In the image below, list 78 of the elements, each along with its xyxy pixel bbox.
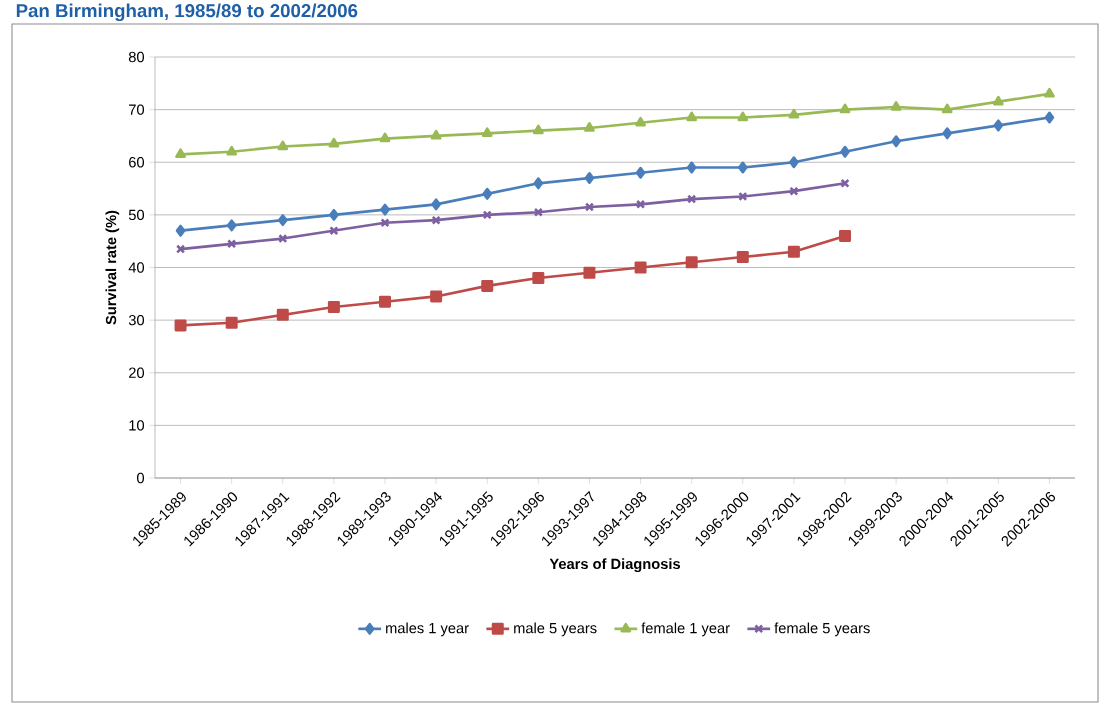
point	[532, 124, 544, 135]
point	[1044, 111, 1055, 124]
y-tick-label: 20	[129, 367, 145, 378]
point	[481, 127, 493, 137]
legend-label: female 1 year	[641, 622, 730, 637]
point	[175, 148, 186, 159]
legend-label: males 1 year	[386, 622, 469, 637]
point	[890, 100, 902, 111]
point	[379, 295, 392, 308]
point	[533, 207, 543, 217]
y-tick-label: 10	[129, 420, 145, 431]
point	[737, 161, 748, 174]
point	[533, 177, 544, 190]
point	[840, 145, 850, 158]
point	[431, 215, 441, 225]
point	[380, 218, 390, 228]
point	[686, 161, 697, 174]
point	[891, 135, 901, 148]
point	[276, 308, 289, 321]
point	[789, 186, 799, 196]
legend-label: male 5 years	[514, 622, 597, 637]
point	[327, 300, 340, 313]
y-tick-label: 30	[128, 314, 145, 326]
y-tick-label: 60	[129, 157, 145, 168]
point	[584, 172, 595, 185]
point	[583, 266, 596, 279]
point	[225, 316, 238, 329]
point	[482, 210, 492, 220]
point	[839, 103, 851, 114]
point	[380, 203, 390, 216]
point	[787, 245, 800, 258]
point	[942, 127, 953, 140]
point	[226, 145, 238, 156]
point	[329, 208, 339, 221]
point	[993, 119, 1004, 132]
point	[635, 199, 646, 209]
point	[1044, 87, 1055, 98]
point	[736, 250, 749, 263]
point	[379, 132, 391, 143]
legend-label: female 5 years	[774, 622, 870, 637]
point	[430, 290, 443, 303]
x-axis-title: Years of Diagnosis	[549, 558, 681, 573]
chart-title: Pan Birmingham, 1985/89 to 2002/2006	[16, 3, 358, 22]
point	[737, 111, 749, 122]
point	[277, 214, 288, 227]
point	[788, 108, 800, 119]
point	[738, 191, 748, 202]
y-tick-label: 0	[137, 472, 145, 484]
point	[431, 198, 441, 211]
point	[789, 156, 799, 169]
point	[685, 256, 698, 269]
point	[430, 129, 442, 140]
point	[174, 319, 187, 332]
point	[481, 279, 494, 292]
y-tick-label: 80	[128, 51, 145, 63]
point	[992, 95, 1004, 106]
point	[687, 194, 697, 204]
point	[175, 224, 186, 237]
y-axis-title: Survival rate (%)	[105, 210, 120, 325]
point	[532, 272, 545, 285]
y-tick-label: 50	[128, 209, 145, 221]
point	[328, 137, 340, 148]
point	[941, 103, 953, 114]
point	[482, 187, 493, 200]
point	[277, 140, 289, 151]
point	[226, 219, 237, 232]
point	[634, 261, 647, 274]
point	[584, 202, 595, 212]
y-tick-label: 70	[129, 104, 145, 115]
point	[686, 111, 698, 122]
point	[278, 233, 288, 244]
point	[227, 239, 237, 249]
y-tick-label: 40	[128, 262, 145, 273]
point	[584, 122, 595, 132]
point	[635, 166, 646, 179]
point	[329, 226, 339, 236]
point	[635, 116, 646, 127]
point	[839, 229, 852, 242]
